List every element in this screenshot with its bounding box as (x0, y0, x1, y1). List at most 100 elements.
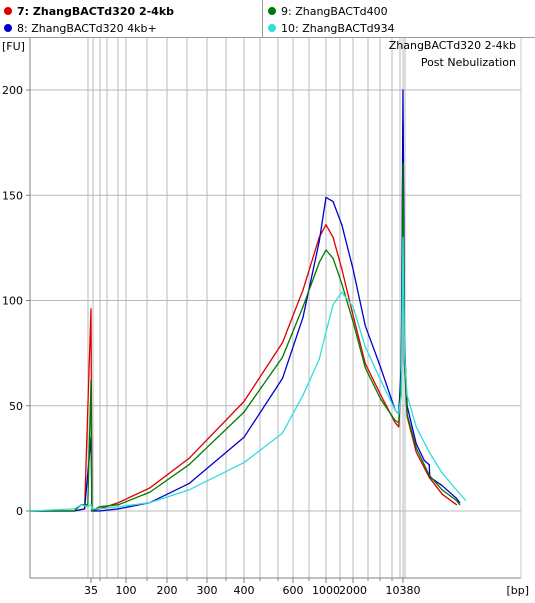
electropherogram-chart[interactable]: 0 50 100 150 200 35 100 200 300 400 600 1000 2000 103… (0, 38, 535, 603)
data-point (29, 510, 31, 512)
data-point (380, 367, 382, 369)
data-point (455, 497, 458, 499)
data-point (352, 321, 354, 323)
data-point (459, 504, 461, 506)
data-point (332, 201, 334, 203)
plot-area (30, 38, 521, 578)
data-point (394, 409, 396, 411)
data-point (90, 379, 92, 382)
data-point (394, 422, 396, 424)
legend-divider (262, 0, 263, 37)
data-point (302, 316, 304, 318)
data-point (302, 306, 304, 308)
data-point (91, 508, 93, 510)
data-point (459, 502, 461, 504)
y-tick-label: 0 (16, 505, 23, 518)
data-point (415, 426, 417, 428)
legend-label-8: 8: ZhangBACTd320 4kb+ (17, 21, 157, 35)
series-marker-7-icon (4, 7, 12, 15)
data-point (325, 196, 327, 198)
data-point (364, 363, 366, 365)
data-point (455, 504, 458, 506)
data-point (243, 462, 245, 464)
data-point (441, 472, 443, 474)
data-point (318, 241, 320, 243)
data-point (455, 499, 458, 502)
legend-item-10[interactable]: 10: ZhangBACTd934 (268, 20, 395, 36)
chart-title: ZhangBACTd320 2-4kb (389, 39, 516, 52)
legend-label-10: 10: ZhangBACTd934 (281, 21, 395, 35)
data-point (341, 291, 343, 293)
data-point (465, 499, 467, 502)
data-point (281, 377, 284, 379)
data-point (149, 502, 151, 504)
data-point (364, 325, 366, 327)
data-point (98, 510, 100, 512)
data-point (380, 394, 382, 396)
data-point (118, 502, 120, 504)
data-point (73, 508, 75, 510)
data-point (118, 504, 120, 506)
data-point (302, 289, 304, 291)
data-point (98, 506, 100, 508)
x-tick-label: 600 (283, 584, 304, 597)
data-point (398, 426, 400, 428)
data-point (149, 491, 151, 493)
y-tick-label: 200 (2, 84, 23, 97)
data-point (398, 422, 400, 424)
legend-item-8[interactable]: 8: ZhangBACTd320 4kb+ (4, 20, 157, 36)
data-point (428, 474, 430, 476)
data-point (441, 493, 443, 495)
data-point (188, 464, 190, 466)
data-point (352, 314, 354, 316)
legend-label-7: 7: ZhangBACTd320 2-4kb (17, 4, 175, 18)
data-point (98, 508, 100, 510)
data-point (415, 443, 417, 445)
data-point (398, 413, 400, 415)
x-tick-label: 1000 (312, 584, 340, 597)
data-point (188, 483, 190, 485)
x-tick-label: 300 (197, 584, 218, 597)
legend-item-9[interactable]: 9: ZhangBACTd400 (268, 3, 388, 19)
data-point (318, 262, 320, 264)
data-point (380, 379, 382, 382)
data-point (455, 489, 458, 491)
data-point (281, 356, 284, 358)
y-tick-label: 50 (9, 400, 23, 413)
x-axis-label: [bp] (506, 584, 529, 597)
series-marker-10-icon (268, 24, 276, 32)
legend-item-7[interactable]: 7: ZhangBACTd320 2-4kb (4, 3, 174, 19)
data-point (406, 413, 408, 415)
data-point (325, 224, 327, 226)
data-point (394, 419, 396, 422)
data-point (87, 504, 89, 506)
data-point (243, 400, 245, 403)
data-point (403, 352, 406, 354)
data-point (118, 508, 120, 510)
data-point (325, 331, 327, 333)
data-point (364, 367, 366, 369)
data-point (415, 447, 417, 449)
data-point (243, 436, 245, 438)
data-point (402, 89, 404, 91)
data-point (341, 283, 343, 285)
y-axis-label: [FU] (2, 40, 25, 53)
data-point (441, 489, 443, 491)
data-point (406, 394, 408, 396)
data-point (91, 510, 93, 512)
series-marker-9-icon (268, 7, 276, 15)
data-point (400, 394, 402, 396)
y-tick-label: 150 (2, 189, 23, 202)
data-point (243, 411, 245, 413)
data-point (318, 358, 320, 360)
data-point (352, 268, 354, 270)
data-point (402, 163, 404, 165)
data-point (149, 487, 151, 489)
x-tick-label: 100 (116, 584, 137, 597)
data-point (332, 236, 334, 238)
data-point (428, 464, 430, 466)
data-point (341, 224, 343, 226)
data-point (80, 504, 82, 506)
data-point (415, 451, 417, 453)
data-point (423, 459, 425, 462)
